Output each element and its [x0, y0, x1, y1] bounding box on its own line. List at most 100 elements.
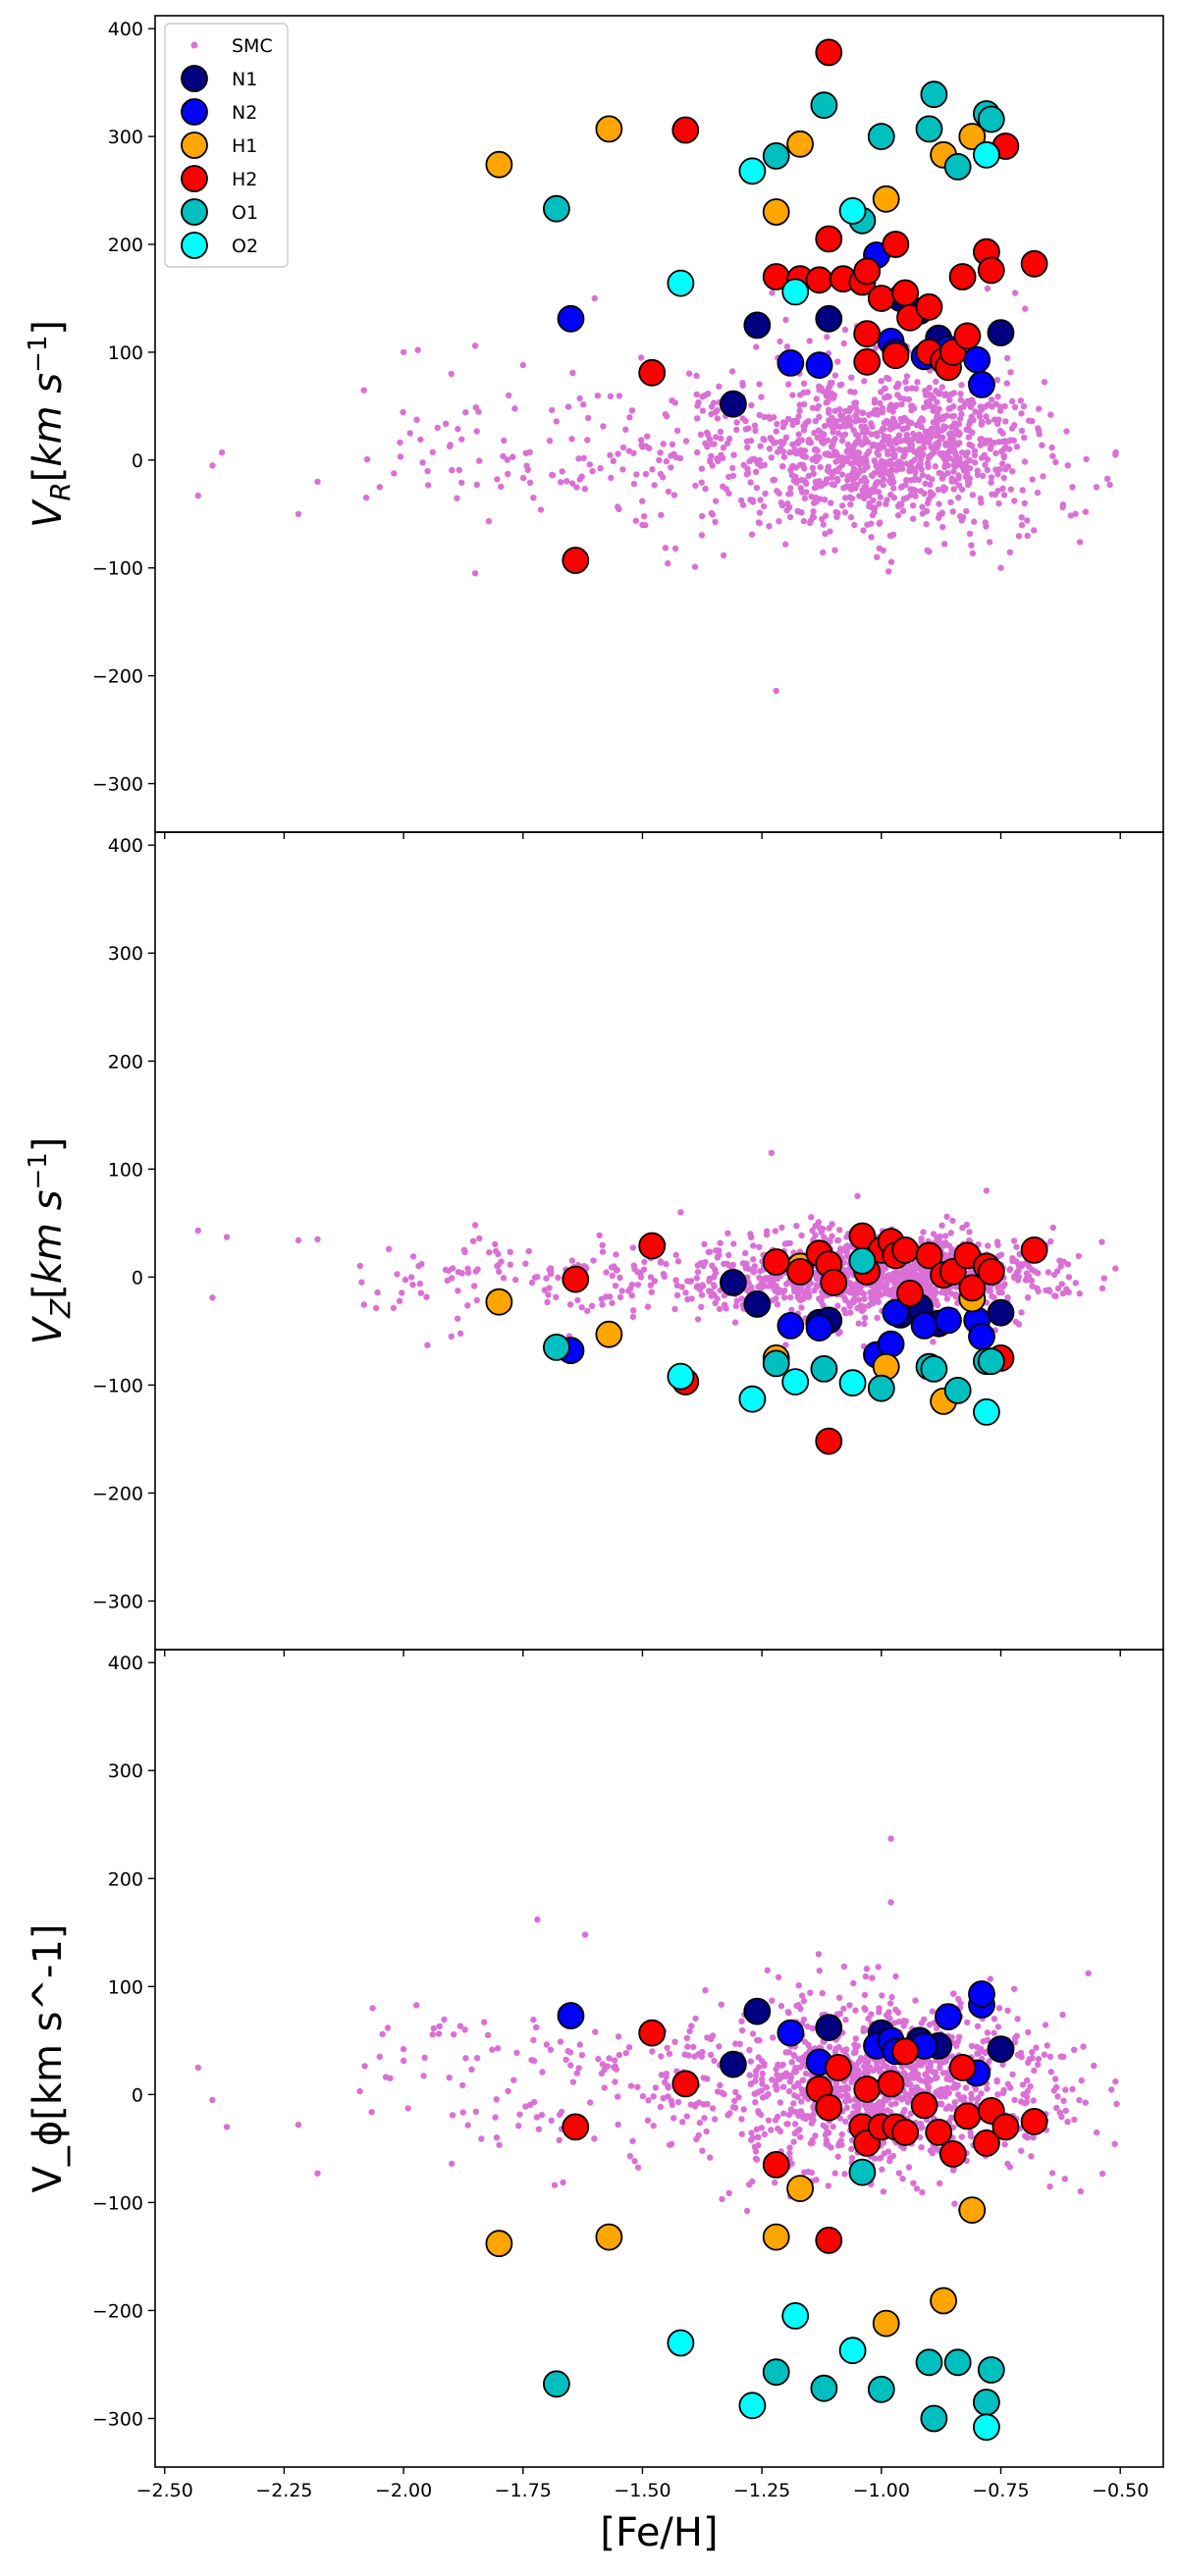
smc-point: [1022, 305, 1029, 312]
marker-h2: [973, 2129, 1000, 2157]
smc-point: [666, 2050, 673, 2058]
smc-point: [831, 547, 838, 553]
marker-o1: [915, 2348, 943, 2377]
smc-point: [629, 2137, 636, 2144]
smc-point: [939, 2070, 947, 2077]
marker-o1: [943, 2348, 972, 2377]
smc-point: [974, 2023, 982, 2029]
smc-point: [769, 1997, 776, 2004]
marker-o2: [738, 157, 767, 185]
smc-point: [700, 2075, 707, 2081]
smc-point: [767, 415, 774, 422]
smc-point: [778, 501, 786, 509]
smc-point: [925, 463, 932, 470]
smc-point: [294, 2122, 302, 2129]
smc-point: [918, 423, 925, 431]
smc-point: [838, 2130, 845, 2138]
smc-point: [942, 1233, 949, 1239]
smc-point: [799, 2077, 806, 2083]
smc-point: [861, 417, 868, 424]
x-tick-label: −2.25: [255, 2480, 312, 2501]
smc-point: [609, 1272, 616, 1280]
smc-point: [1019, 487, 1026, 494]
smc-point: [793, 479, 800, 486]
marker-h1: [485, 2230, 513, 2258]
smc-point: [630, 1307, 637, 1314]
smc-point: [581, 485, 588, 493]
smc-point: [424, 1341, 431, 1348]
smc-point: [1010, 437, 1018, 445]
smc-point: [786, 513, 794, 521]
smc-point: [832, 508, 839, 516]
smc-point: [673, 1291, 681, 1299]
smc-point: [608, 474, 615, 482]
smc-point: [455, 466, 462, 474]
smc-point: [634, 2083, 641, 2090]
smc-point: [707, 2154, 714, 2161]
smc-point: [785, 381, 792, 388]
smc-point: [663, 2074, 669, 2080]
smc-point: [810, 507, 817, 515]
smc-point: [800, 380, 808, 387]
smc-point: [922, 1283, 929, 1290]
smc-point: [846, 2002, 853, 2009]
smc-point: [820, 2122, 827, 2129]
smc-point: [742, 1249, 749, 1257]
smc-point: [294, 510, 302, 517]
smc-point: [580, 401, 587, 408]
smc-point: [717, 2081, 723, 2089]
smc-point: [861, 1320, 868, 1328]
smc-point: [786, 448, 793, 456]
smc-point: [495, 1262, 502, 1269]
smc-point: [576, 394, 583, 402]
smc-point: [899, 507, 907, 514]
smc-point: [755, 2141, 762, 2149]
smc-point: [821, 497, 829, 503]
marker-h2: [948, 2053, 977, 2081]
legend-marker-h2: [181, 165, 208, 192]
marker-h2: [891, 279, 920, 307]
smc-point: [835, 1994, 843, 2001]
smc-point: [1025, 2059, 1032, 2066]
smc-point: [914, 379, 921, 386]
smc-point: [505, 470, 511, 478]
smc-point: [843, 1248, 850, 1256]
smc-point: [989, 491, 995, 498]
smc-point: [757, 1268, 764, 1275]
smc-point: [704, 431, 712, 438]
smc-point: [563, 478, 570, 485]
smc-point: [484, 2031, 492, 2039]
smc-point: [661, 1273, 669, 1281]
smc-point: [974, 2095, 981, 2103]
smc-point: [557, 2038, 564, 2045]
smc-point: [1011, 403, 1019, 411]
smc-point: [223, 1234, 231, 1240]
smc-point: [840, 2005, 847, 2013]
legend-label-n1: N1: [232, 69, 257, 90]
marker-n2: [557, 2002, 585, 2029]
smc-point: [887, 472, 895, 479]
smc-point: [750, 1268, 757, 1276]
smc-point: [851, 521, 858, 529]
smc-point: [815, 402, 823, 410]
smc-point: [597, 465, 604, 472]
smc-point: [877, 445, 884, 452]
marker-h1: [595, 2223, 623, 2251]
smc-point: [954, 456, 961, 463]
smc-point: [779, 463, 786, 470]
smc-point: [947, 2077, 954, 2083]
smc-point: [668, 452, 674, 459]
marker-h2: [853, 320, 882, 348]
smc-point: [613, 1251, 619, 1258]
marker-h2: [977, 1258, 1005, 1286]
smc-point: [733, 426, 740, 434]
marker-n2: [877, 1330, 905, 1358]
smc-point: [669, 441, 676, 447]
smc-point: [658, 2053, 665, 2060]
smc-point: [194, 2064, 201, 2072]
smc-point: [471, 1283, 478, 1289]
smc-point: [776, 338, 783, 345]
smc-point: [733, 1297, 740, 1305]
marker-o1: [943, 1377, 972, 1404]
smc-point: [928, 425, 936, 432]
